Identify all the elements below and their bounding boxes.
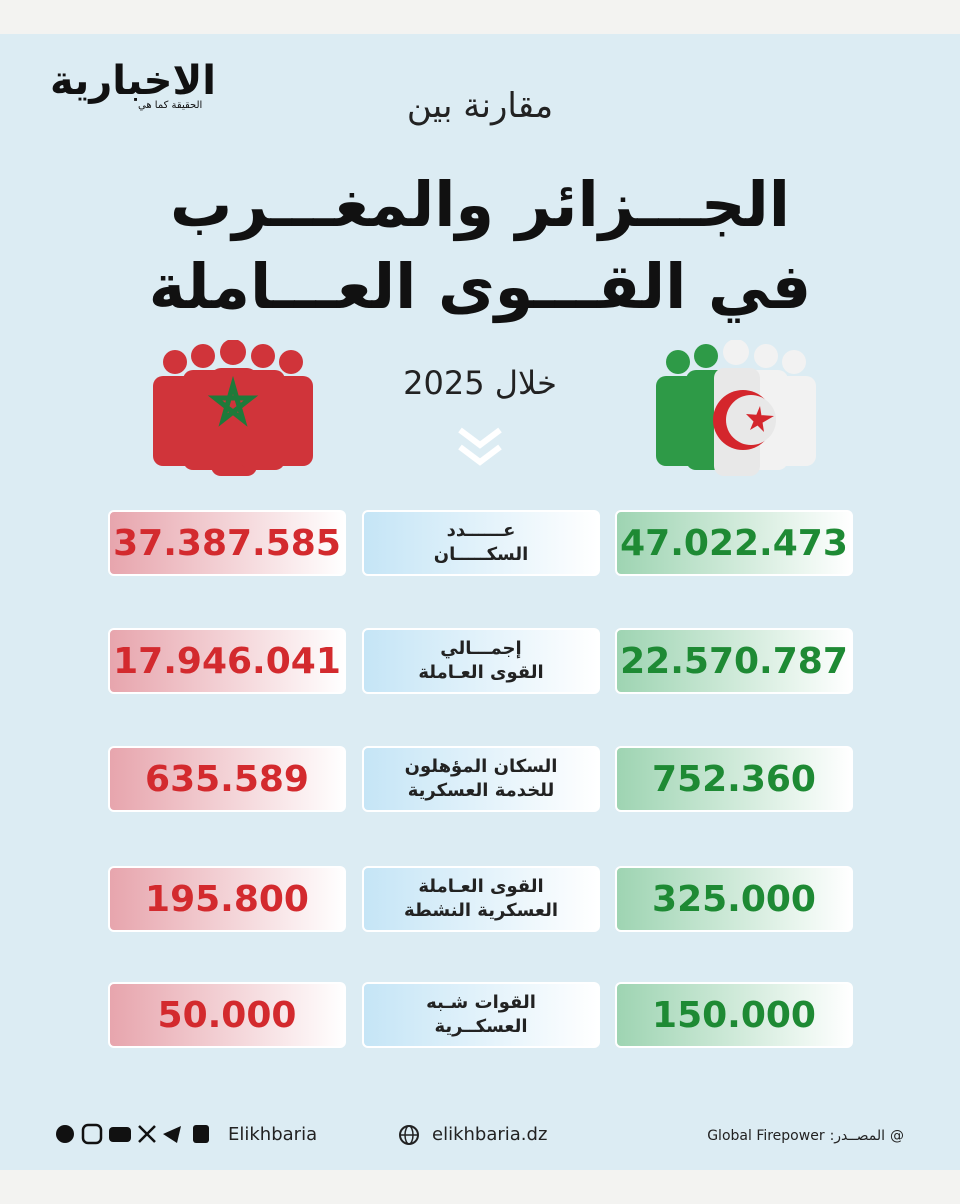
x-icon[interactable] bbox=[138, 1125, 156, 1143]
row-label: السكان المؤهلون للخدمة العسكرية bbox=[362, 746, 600, 812]
website[interactable]: elikhbaria.dz bbox=[432, 1124, 548, 1145]
logo-tagline: الحقيقة كما هي bbox=[138, 100, 203, 111]
algeria-value: 22.570.787 bbox=[615, 628, 853, 694]
algeria-value: 752.360 bbox=[615, 746, 853, 812]
row-label: إجمـــالي القوى العـاملة bbox=[362, 628, 600, 694]
torn-edge bbox=[0, 0, 960, 34]
youtube-icon[interactable] bbox=[109, 1127, 131, 1142]
label-line: العسكــرية bbox=[434, 1016, 528, 1037]
algeria-value: 325.000 bbox=[615, 866, 853, 932]
logo: الاخبارية bbox=[50, 58, 217, 104]
telegram-icon[interactable] bbox=[163, 1126, 181, 1143]
torn-edge bbox=[0, 1170, 960, 1204]
facebook-icon[interactable] bbox=[56, 1125, 74, 1143]
row-label: عــــــدد السكـــــان bbox=[362, 510, 600, 576]
row-label: القوات شـبه العسكــرية bbox=[362, 982, 600, 1048]
label-line: القوى العـاملة bbox=[418, 662, 544, 683]
label-line: عــــــدد bbox=[446, 520, 516, 541]
label-line: القوات شـبه bbox=[426, 992, 536, 1013]
source-label: المصــدر: bbox=[829, 1128, 885, 1144]
label-line: للخدمة العسكرية bbox=[407, 780, 555, 801]
source-name: Global Firepower bbox=[707, 1128, 825, 1144]
label-line: القوى العـاملة bbox=[418, 876, 544, 897]
chevron-down bbox=[458, 427, 502, 466]
morocco-value: 50.000 bbox=[108, 982, 346, 1048]
morocco-value: 37.387.585 bbox=[108, 510, 346, 576]
web-icon bbox=[399, 1125, 419, 1145]
morocco-value: 195.800 bbox=[108, 866, 346, 932]
intro: مقارنة بين bbox=[406, 86, 554, 126]
morocco-value: 635.589 bbox=[108, 746, 346, 812]
social-icons bbox=[56, 1123, 209, 1145]
algeria-people-icon bbox=[656, 340, 816, 476]
morocco-people-icon bbox=[153, 340, 313, 476]
morocco-value: 17.946.041 bbox=[108, 628, 346, 694]
period: خلال 2025 bbox=[403, 364, 557, 402]
algeria-value: 150.000 bbox=[615, 982, 853, 1048]
row-label: القوى العـاملة العسكرية النشطة bbox=[362, 866, 600, 932]
title-line: الجـــزائر والمغـــرب bbox=[169, 168, 791, 241]
instagram-icon[interactable] bbox=[81, 1123, 103, 1145]
title-line: في القـــوى العـــاملة bbox=[148, 250, 812, 323]
social-handle[interactable]: Elikhbaria bbox=[228, 1124, 318, 1145]
label-line: العسكرية النشطة bbox=[403, 900, 559, 921]
at-sign: @ bbox=[890, 1128, 904, 1144]
tiktok-icon[interactable] bbox=[193, 1125, 209, 1143]
algeria-value: 47.022.473 bbox=[615, 510, 853, 576]
label-line: السكان المؤهلون bbox=[404, 756, 558, 777]
label-line: السكـــــان bbox=[433, 544, 529, 565]
source: Global Firepower المصــدر: @ bbox=[707, 1128, 904, 1144]
label-line: إجمـــالي bbox=[440, 638, 522, 659]
